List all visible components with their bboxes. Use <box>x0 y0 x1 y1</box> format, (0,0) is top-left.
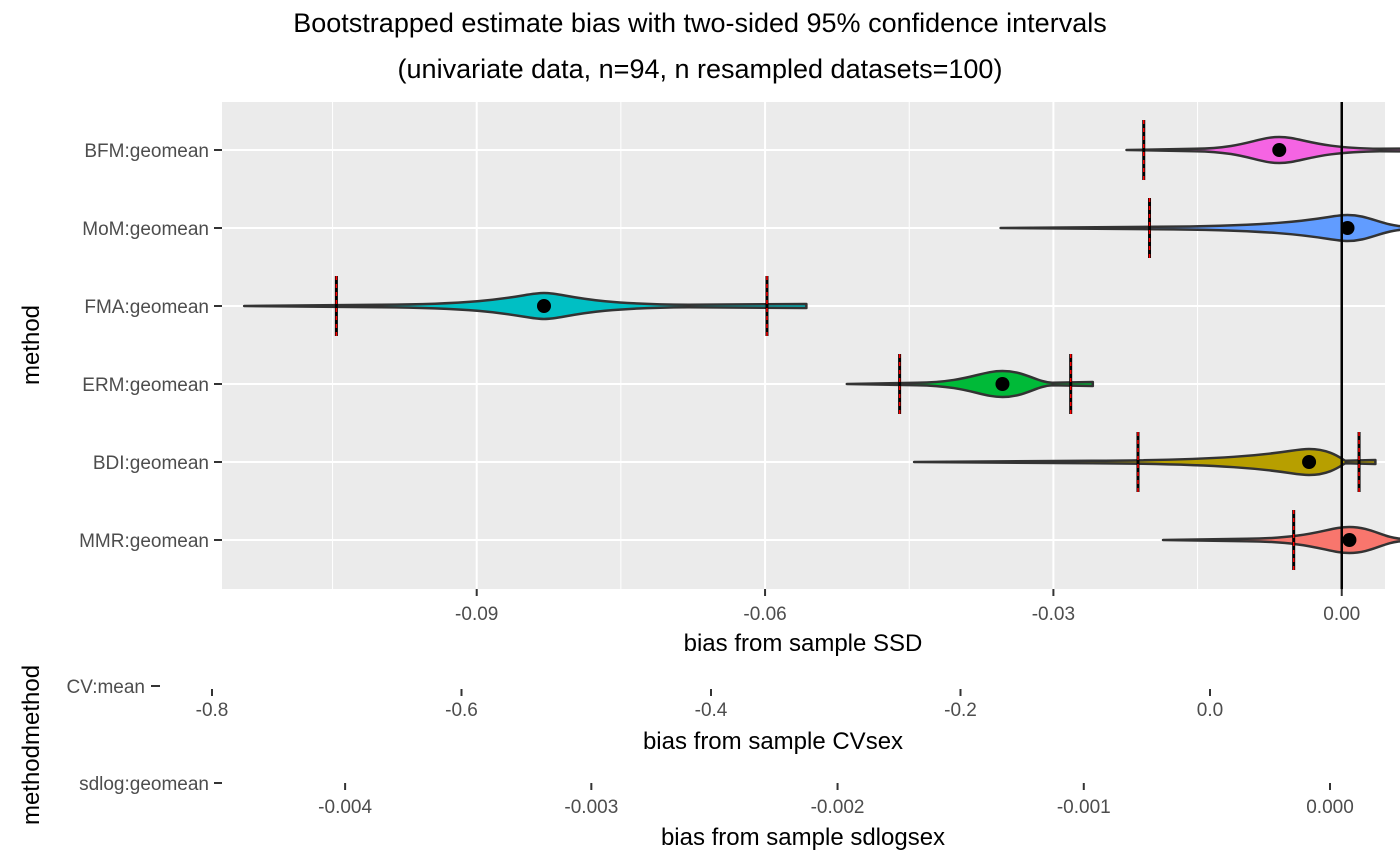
y-tick-label: FMA:geomean <box>84 297 209 318</box>
y-tick-label: ERM:geomean <box>82 375 209 396</box>
y-tick-label: BFM:geomean <box>84 141 209 162</box>
median-point <box>995 377 1010 391</box>
y-tick-label: sdlog:geomean <box>79 774 209 795</box>
chart-title: Bootstrapped estimate bias with two-side… <box>293 8 1106 38</box>
cvsex-panel: CV:mean -0.8 -0.6 -0.4 -0.2 0.0 <box>67 677 1224 721</box>
median-point <box>1272 143 1287 157</box>
violin-mom-geomean <box>999 213 1400 243</box>
y-tick-label: MMR:geomean <box>79 531 209 552</box>
x-tick-label: 0.00 <box>1323 604 1360 625</box>
median-point <box>1302 455 1317 469</box>
violin-bfm-geomean <box>1125 135 1400 165</box>
x-tick-label: -0.6 <box>445 700 478 721</box>
median-point <box>1342 533 1357 547</box>
x-tick-label: -0.09 <box>455 604 498 625</box>
violin-erm-geomean <box>845 369 1095 399</box>
x-tick-label: -0.002 <box>811 797 865 818</box>
x-tick-label: -0.8 <box>196 700 229 721</box>
panel3-x-axis-title: bias from sample sdlogsex <box>661 824 945 851</box>
x-tick-label: -0.003 <box>564 797 618 818</box>
y-tick-label: CV:mean <box>67 677 146 698</box>
sdlogsex-panel: sdlog:geomean -0.004 -0.003 -0.002 -0.001 0.0… <box>79 774 1354 818</box>
x-tick-label: 0.000 <box>1306 797 1354 818</box>
lower-panels-y-axis-title: methodmethod <box>18 665 45 825</box>
panel1-y-axis-title: method <box>18 305 45 385</box>
plot-background <box>222 102 1385 589</box>
x-tick-label: -0.06 <box>743 604 786 625</box>
y-tick-label: MoM:geomean <box>82 219 209 240</box>
panel1-x-axis-title: bias from sample SSD <box>684 630 923 657</box>
x-tick-label: -0.4 <box>695 700 728 721</box>
x-tick-label: -0.004 <box>318 797 372 818</box>
median-point <box>536 299 551 313</box>
chart-subtitle: (univariate data, n=94, n resampled data… <box>398 54 1003 84</box>
panel2-x-axis-title: bias from sample CVsex <box>643 728 903 755</box>
x-tick-label: -0.001 <box>1057 797 1111 818</box>
x-tick-label: 0.0 <box>1197 700 1223 721</box>
ssd-panel: BFM:geomean MoM:geomean FMA:geomean ERM:geo… <box>79 102 1400 625</box>
violin-bdi-geomean <box>912 447 1377 477</box>
median-point <box>1340 221 1355 235</box>
violin-fma-geomean <box>242 291 808 321</box>
y-tick-label: BDI:geomean <box>93 453 209 474</box>
x-tick-label: -0.03 <box>1032 604 1075 625</box>
x-tick-label: -0.2 <box>944 700 977 721</box>
